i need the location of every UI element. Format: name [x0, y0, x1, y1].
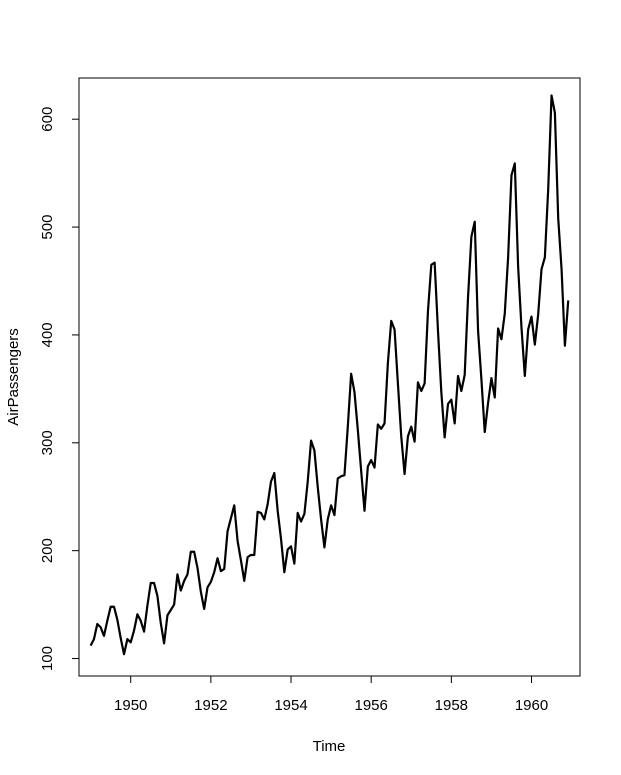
y-tick-label: 500 — [39, 215, 56, 240]
x-tick-label: 1956 — [354, 697, 387, 714]
x-tick-label: 1952 — [194, 697, 227, 714]
y-tick-label: 200 — [39, 538, 56, 563]
x-axis: 1950 1952 1954 1956 1958 1960 — [114, 675, 548, 714]
y-tick-label: 100 — [39, 646, 56, 671]
x-tick-label: 1960 — [515, 697, 548, 714]
x-tick-label: 1954 — [274, 697, 307, 714]
x-axis-label: Time — [313, 738, 346, 755]
x-tick-label: 1950 — [114, 697, 147, 714]
x-tick-label: 1958 — [435, 697, 468, 714]
y-tick-label: 600 — [39, 107, 56, 132]
y-tick-label: 400 — [39, 322, 56, 347]
y-axis: 100 200 300 400 500 600 — [39, 107, 80, 671]
series-line — [89, 94, 570, 656]
y-axis-label: AirPassengers — [5, 328, 22, 426]
y-tick-label: 300 — [39, 430, 56, 455]
